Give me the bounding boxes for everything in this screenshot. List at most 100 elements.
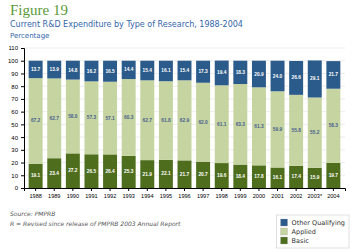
data-label: 21.9 [143, 172, 153, 177]
x-tick: 1996 [178, 188, 190, 199]
y-tick-label: 10 [11, 173, 18, 179]
data-label: 14.8 [68, 68, 78, 73]
data-label: 14.4 [124, 67, 134, 72]
x-tick: 1993 [122, 188, 134, 199]
bar [47, 61, 61, 79]
bar [140, 61, 154, 81]
x-tick: 2000 [253, 188, 265, 199]
y-tick: 30 [11, 147, 24, 153]
y-tick-mark [21, 175, 24, 176]
bar [308, 98, 322, 168]
x-tick-mark [128, 188, 129, 191]
x-tick-label: 1988 [29, 193, 41, 199]
legend-swatch [281, 228, 288, 235]
y-tick-label: 70 [11, 96, 18, 102]
y-axis-title: Percentage [10, 32, 49, 40]
y-tick-mark [21, 99, 24, 100]
data-label: 22.1 [161, 171, 171, 176]
bar [252, 165, 266, 188]
data-label: 24.0 [273, 74, 283, 79]
y-tick-label: 40 [11, 135, 18, 141]
bar [308, 60, 322, 97]
x-tick-mark [54, 188, 55, 191]
data-label: 26.6 [291, 75, 301, 80]
y-tick-mark [21, 124, 24, 125]
y-tick: 60 [11, 109, 24, 115]
plot: 0102030405060708090100110198819891990199… [8, 45, 346, 199]
y-tick-mark [21, 61, 24, 62]
x-tick-label: 1996 [178, 193, 190, 199]
x-tick-mark [165, 188, 166, 191]
x-tick-label: 1989 [48, 193, 60, 199]
bar [289, 95, 303, 166]
x-tick-label: 1999 [234, 193, 246, 199]
data-label: 18.4 [236, 174, 246, 179]
grid-line [24, 48, 345, 49]
bar [66, 61, 80, 80]
data-label: 60.3 [124, 115, 134, 120]
bar [233, 84, 247, 165]
bar [159, 61, 173, 81]
legend-swatch [281, 237, 288, 244]
data-label: 57.1 [105, 116, 115, 121]
data-label: 59.9 [273, 127, 283, 132]
bar [271, 168, 285, 188]
x-tick-mark [314, 188, 315, 191]
x-tick-label: 2004 [327, 193, 339, 199]
x-tick-label: 1994 [141, 193, 153, 199]
x-tick-label: 1990 [67, 193, 79, 199]
x-tick-label: 1995 [160, 193, 172, 199]
bar [178, 61, 192, 81]
x-tick: 1991 [85, 188, 97, 199]
x-tick: 1990 [67, 188, 79, 199]
x-tick: 1988 [29, 188, 41, 199]
data-label: 16.5 [105, 69, 115, 74]
data-label: 16.2 [87, 69, 97, 74]
data-label: 21.7 [329, 72, 339, 77]
y-tick-label: 50 [11, 122, 18, 128]
bar [271, 91, 285, 167]
data-label: 18.3 [236, 70, 246, 75]
data-label: 19.4 [217, 70, 227, 75]
data-label: 16.1 [273, 175, 283, 180]
legend-item: Other Qualifying [281, 219, 345, 227]
bar [178, 80, 192, 160]
x-tick: 1989 [48, 188, 60, 199]
data-label: 21.7 [180, 172, 190, 177]
x-tick-mark [72, 188, 73, 191]
data-label: 17.8 [254, 174, 264, 179]
legend-item: Applied [281, 228, 316, 236]
bar [140, 160, 154, 188]
x-tick: 2003* [307, 188, 322, 199]
bar [47, 158, 61, 188]
x-tick-mark [221, 188, 222, 191]
bar [47, 78, 61, 158]
y-tick-mark [21, 188, 24, 189]
data-label: 62.7 [143, 118, 153, 123]
x-tick-mark [277, 188, 278, 191]
data-label: 61.8 [161, 118, 171, 123]
y-tick-mark [21, 86, 24, 87]
bar [29, 164, 43, 188]
data-label: 17.3 [198, 69, 208, 74]
data-label: 58.3 [329, 123, 339, 128]
bar [233, 61, 247, 84]
y-tick: 100 [8, 58, 24, 64]
x-tick-mark [184, 188, 185, 191]
y-tick-label: 0 [15, 185, 19, 191]
y-tick-mark [21, 48, 24, 49]
bar [84, 61, 98, 82]
y-axis: 0102030405060708090100110 [8, 45, 25, 191]
bar [66, 80, 80, 154]
data-label: 55.8 [291, 128, 301, 133]
bar [159, 81, 173, 160]
x-tick-mark [296, 188, 297, 191]
y-tick-label: 30 [11, 147, 18, 153]
data-label: 62.7 [50, 116, 60, 121]
x-tick-label: 2001 [271, 193, 283, 199]
bar [122, 156, 136, 188]
data-label: 15.4 [180, 68, 190, 73]
x-tick: 1995 [160, 188, 172, 199]
bar [196, 162, 210, 188]
bar [103, 154, 117, 188]
